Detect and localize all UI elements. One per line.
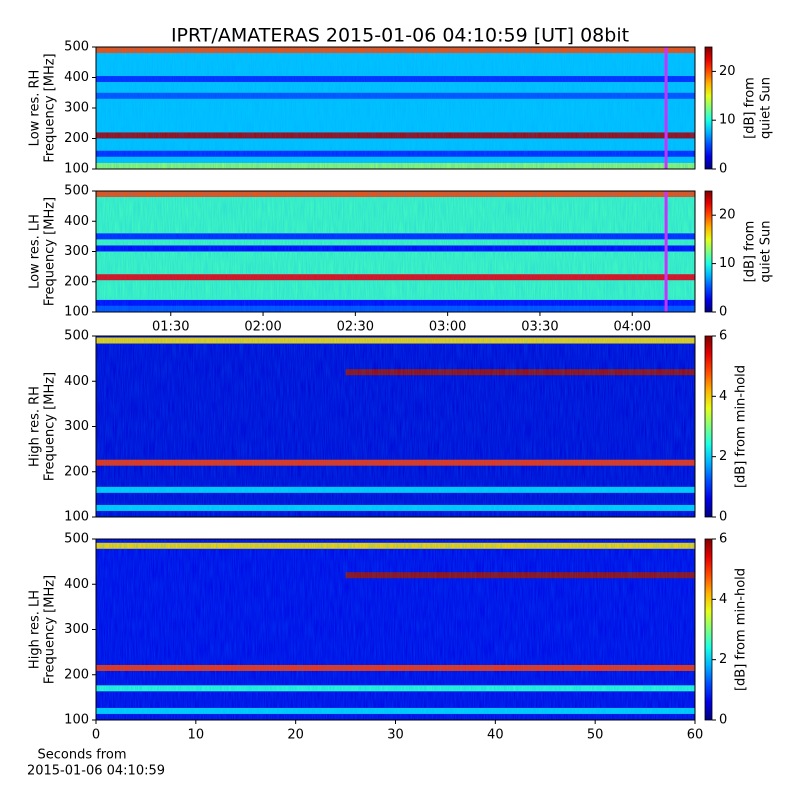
y-tick-label: 500 — [64, 40, 89, 55]
colorbar-tick-label: 0 — [719, 305, 727, 320]
colorbar — [704, 190, 713, 313]
texture — [96, 336, 695, 517]
x-tick-label: 40 — [487, 728, 504, 743]
y-axis-label: Frequency [MHz] — [43, 197, 58, 306]
y-tick-label: 100 — [64, 305, 89, 320]
colorbar-tick-label: 4 — [719, 592, 727, 607]
y-tick-label: 400 — [64, 374, 89, 389]
y-tick-label: 400 — [64, 70, 89, 85]
y-tick-label: 400 — [64, 577, 89, 592]
y-axis-label: Frequency [MHz] — [43, 53, 58, 162]
x-tick-label: 02:00 — [244, 320, 281, 335]
texture — [96, 191, 695, 312]
y-axis-label: Frequency [MHz] — [43, 575, 58, 684]
y-tick-label: 500 — [64, 532, 89, 547]
colorbar-label: [dB] from min-hold — [734, 365, 749, 488]
x-tick-label: 30 — [387, 728, 404, 743]
colorbar-tick-label: 0 — [719, 713, 727, 728]
colorbar-tick-label: 10 — [719, 256, 736, 271]
y-tick-label: 200 — [64, 667, 89, 682]
texture — [96, 47, 695, 169]
y-tick-label: 100 — [64, 713, 89, 728]
y-tick-label: 100 — [64, 162, 89, 177]
y-tick-label: 400 — [64, 214, 89, 229]
x-tick-label: 50 — [587, 728, 604, 743]
x-tick-label: 02:30 — [337, 320, 374, 335]
y-tick-label: 100 — [64, 510, 89, 525]
colorbar — [704, 46, 713, 170]
colorbar-tick-label: 2 — [719, 449, 727, 464]
colorbar — [704, 538, 713, 721]
colorbar-label: [dB] from — [743, 77, 758, 139]
y-tick-label: 500 — [64, 329, 89, 344]
colorbar-label: quiet Sun — [759, 220, 774, 282]
colorbar-tick-label: 10 — [719, 113, 736, 128]
spectrogram — [96, 336, 695, 517]
texture — [96, 539, 695, 720]
y-tick-label: 300 — [64, 622, 89, 637]
colorbar-tick-label: 4 — [719, 389, 727, 404]
spectrogram — [96, 47, 695, 169]
y-axis-label: High res. RH — [28, 386, 43, 467]
y-tick-label: 200 — [64, 274, 89, 289]
x-axis-label: Seconds from — [37, 748, 126, 763]
x-tick-label: 60 — [687, 728, 704, 743]
colorbar-label: [dB] from — [743, 221, 758, 283]
colorbar-tick-label: 20 — [719, 64, 736, 79]
spectrogram — [96, 191, 695, 312]
y-tick-label: 300 — [64, 419, 89, 434]
y-tick-label: 300 — [64, 244, 89, 259]
x-tick-label: 0 — [92, 728, 100, 743]
y-axis-label: Low res. LH — [28, 214, 43, 289]
spectrogram — [96, 539, 695, 720]
x-tick-label: 01:30 — [152, 320, 189, 335]
y-axis-label: Low res. RH — [28, 70, 43, 147]
y-tick-label: 200 — [64, 131, 89, 146]
y-axis-label: Frequency [MHz] — [43, 372, 58, 481]
x-tick-label: 04:00 — [614, 320, 651, 335]
figure-title: IPRT/AMATERAS 2015-01-06 04:10:59 [UT] 0… — [171, 25, 629, 47]
colorbar-tick-label: 0 — [719, 510, 727, 525]
colorbar-tick-label: 20 — [719, 208, 736, 223]
y-tick-label: 500 — [64, 184, 89, 199]
x-tick-label: 03:30 — [521, 320, 558, 335]
y-tick-label: 300 — [64, 101, 89, 116]
x-tick-label: 10 — [188, 728, 205, 743]
colorbar-tick-label: 6 — [719, 329, 727, 344]
colorbar-label: [dB] from min-hold — [734, 568, 749, 691]
colorbar-label: quiet Sun — [759, 77, 774, 139]
y-tick-label: 200 — [64, 464, 89, 479]
colorbar-tick-label: 6 — [719, 532, 727, 547]
x-axis-label: 2015-01-06 04:10:59 — [27, 764, 165, 779]
colorbar — [704, 335, 713, 518]
x-tick-label: 20 — [287, 728, 304, 743]
x-tick-label: 03:00 — [429, 320, 466, 335]
colorbar-tick-label: 2 — [719, 652, 727, 667]
colorbar-tick-label: 0 — [719, 162, 727, 177]
y-axis-label: High res. LH — [28, 590, 43, 669]
